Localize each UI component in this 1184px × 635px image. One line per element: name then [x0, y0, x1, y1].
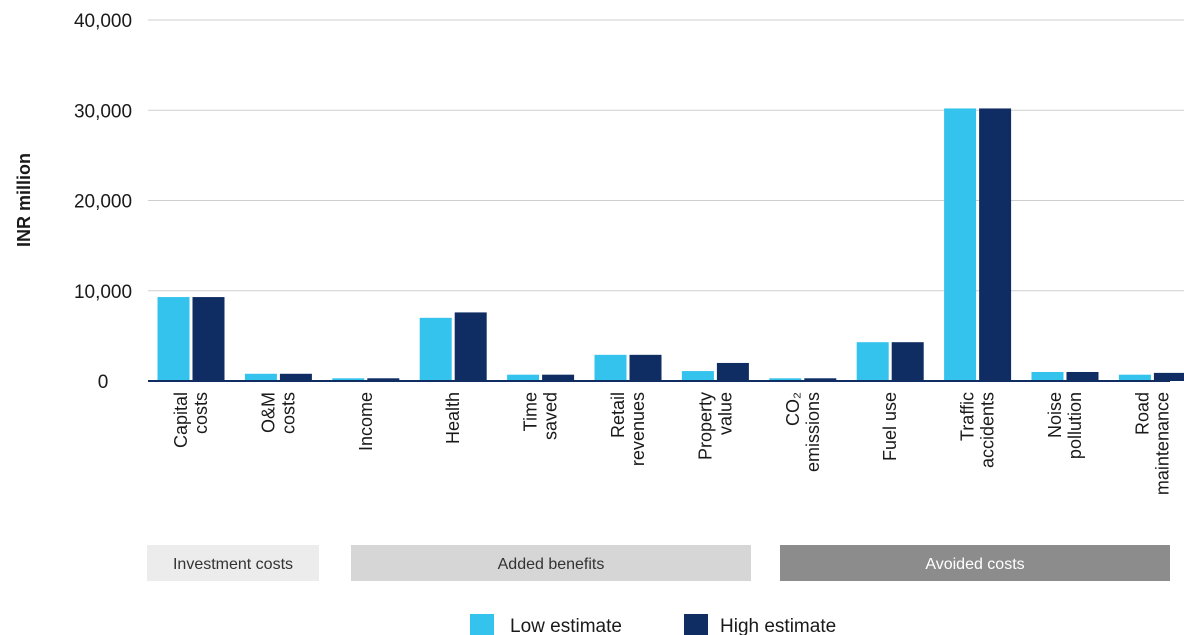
bar-low [856, 342, 889, 381]
bar-low [769, 378, 802, 381]
category-label: revenues [628, 392, 648, 466]
category-label: Traffic [958, 392, 978, 441]
category-label: pollution [1065, 392, 1085, 459]
category-label: Health [443, 392, 463, 444]
bar-high [192, 297, 225, 381]
bar-low [157, 297, 190, 381]
category-labels: Capital costs O&M costs Income Health Time save… [171, 392, 1172, 495]
group-label: Investment costs [173, 556, 293, 573]
gridlines [148, 19, 1184, 292]
category-label: Time [521, 392, 541, 431]
group-label: Added benefits [498, 556, 605, 573]
category-label: Property [695, 392, 715, 460]
category-label: O&M [258, 392, 278, 433]
group-box [147, 545, 319, 581]
category-label: maintenance [1152, 392, 1172, 495]
y-tick-label: 10,000 [74, 282, 132, 303]
category-label: costs [191, 392, 211, 434]
legend-swatch [470, 614, 494, 635]
category-groups: Investment costs Added benefits Avoided co… [147, 545, 1170, 581]
y-tick-label: 20,000 [74, 192, 132, 213]
bar-high [279, 373, 312, 381]
group-box [351, 545, 751, 581]
bar-low [594, 354, 627, 381]
bar-low [332, 378, 365, 381]
legend-label: High estimate [720, 616, 836, 635]
bar-high [367, 378, 400, 381]
bar-high [1066, 371, 1099, 381]
bar-low [419, 317, 452, 381]
category-label: CO₂ [783, 392, 803, 426]
y-tick-label: 40,000 [74, 11, 132, 32]
bar-low [507, 374, 540, 381]
bar-low [944, 108, 977, 381]
y-tick-label: 30,000 [74, 101, 132, 122]
bar-low [1031, 371, 1064, 381]
bar-low [1118, 374, 1151, 381]
category-label: saved [541, 392, 561, 440]
category-label: Retail [608, 392, 628, 438]
legend-swatch [684, 614, 708, 635]
bars [157, 108, 1184, 381]
category-label: emissions [803, 392, 823, 472]
bar-high [1153, 372, 1184, 381]
category-label: Income [356, 392, 376, 451]
bar-high [716, 362, 749, 381]
bar-high [979, 108, 1012, 381]
y-axis-label: INR million [14, 153, 34, 247]
category-label: value [715, 392, 735, 435]
legend: Low estimate High estimate [470, 614, 836, 635]
bar-low [244, 373, 277, 381]
category-label: Road [1132, 392, 1152, 435]
y-tick-label: 0 [98, 372, 109, 393]
bar-high [542, 374, 575, 381]
bar-high [891, 342, 924, 381]
group-label: Avoided costs [925, 556, 1024, 573]
category-label: accidents [978, 392, 998, 468]
y-axis-ticks: 0 10,000 20,000 30,000 40,000 [74, 11, 132, 393]
category-label: costs [278, 392, 298, 434]
category-label: Fuel use [880, 392, 900, 461]
bar-high [454, 312, 487, 381]
legend-label: Low estimate [510, 616, 622, 635]
category-label: Noise [1045, 392, 1065, 438]
group-box [780, 545, 1170, 581]
bar-low [681, 371, 714, 381]
bar-high [629, 354, 662, 381]
bar-high [804, 378, 837, 381]
category-label: Capital [171, 392, 191, 448]
